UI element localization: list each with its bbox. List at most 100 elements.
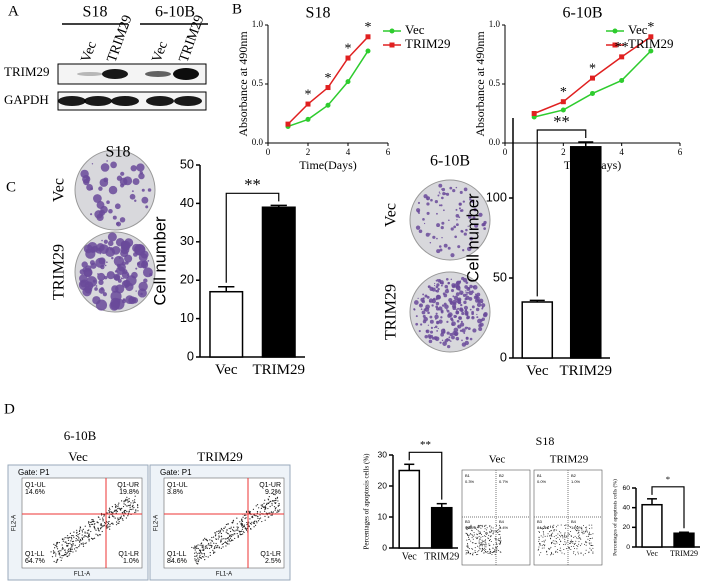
flow-dot [557, 533, 559, 535]
flow-dot [548, 531, 550, 533]
point [619, 77, 625, 83]
flow-dot [102, 519, 104, 521]
flow-dot [496, 525, 498, 527]
chart-title: 6-10B [563, 5, 603, 22]
colony-dot [426, 202, 430, 206]
flow-dot [545, 527, 547, 529]
flow-dot [549, 535, 551, 537]
flow-dot [88, 538, 90, 540]
flow-dot [492, 547, 494, 549]
flow-dot [78, 544, 81, 546]
flow-dot [69, 532, 72, 534]
y-tick-label: 40 [180, 195, 194, 210]
colony-dot [425, 307, 427, 309]
flow-dot [277, 505, 279, 507]
point [531, 111, 537, 116]
colony-dot [483, 220, 487, 225]
flow-dot [248, 525, 250, 527]
flow-dot [270, 514, 272, 516]
quadrant-name: B4 [499, 519, 505, 524]
colony-dot [128, 296, 137, 305]
flow-dot [109, 523, 111, 526]
colony-dot [441, 304, 445, 307]
flow-dot [75, 540, 77, 542]
flow-dot [198, 559, 200, 561]
flow-dot [268, 516, 270, 518]
flow-dot [474, 551, 476, 553]
flow-dot [133, 499, 136, 501]
flow-dot [206, 547, 209, 549]
colony-dot [421, 310, 426, 315]
colony-dot [415, 225, 421, 230]
colony-dot [447, 313, 452, 318]
flow-dot [196, 545, 198, 547]
flow-dot [130, 508, 132, 511]
flow-dot [90, 521, 92, 523]
flow-dot [66, 555, 68, 557]
significance: * [589, 61, 596, 76]
colony-dot [114, 203, 121, 210]
flow-dot [249, 518, 251, 520]
colony-dot [442, 341, 447, 346]
y-axis-label: Cell number [151, 216, 169, 305]
colony-dot [107, 232, 117, 242]
flow-dot [208, 542, 210, 545]
flow-dot [120, 515, 122, 517]
flow-dot [554, 543, 556, 545]
flow-dot [109, 510, 111, 512]
flow-dot [491, 553, 493, 555]
y-tick-label: 50 [180, 156, 194, 171]
colony-title: 6-10B [430, 153, 470, 170]
flow-dot [79, 528, 81, 530]
flow-dot [480, 531, 482, 533]
flow-dot [99, 518, 101, 520]
colony-dot [145, 205, 149, 209]
flow-dot [570, 535, 572, 537]
flow-dot [581, 529, 583, 531]
flow-dot [236, 526, 238, 528]
flow-dot [465, 552, 467, 554]
colony-dot [431, 287, 436, 292]
colony-dot [461, 311, 465, 316]
flow-dot [220, 527, 223, 530]
quadrant-percent: 0.0% [537, 479, 547, 484]
flow-dot [110, 522, 113, 524]
flow-dot [118, 502, 120, 504]
colony-dot [427, 197, 429, 199]
flow-dot [538, 546, 540, 548]
flow-dot [60, 559, 62, 561]
colony-dot [436, 320, 439, 324]
colony-dot [113, 255, 125, 267]
flow-dot [209, 551, 211, 554]
flow-dot [232, 521, 234, 523]
y-tick-label: 0 [187, 348, 194, 363]
flow-dot [229, 540, 231, 542]
colony-dot [446, 331, 450, 335]
colony-dot [469, 198, 472, 201]
colony-dot [429, 242, 432, 244]
colony-dot [444, 289, 450, 294]
flow-dot [499, 544, 501, 546]
flow-dot [559, 544, 561, 546]
flow-dot [474, 527, 476, 529]
flow-dot [467, 549, 469, 551]
flow-dot [256, 520, 258, 522]
colony-dot [457, 289, 460, 291]
colony-dot [458, 281, 460, 283]
colony-dot [418, 329, 421, 333]
flow-dot [69, 548, 72, 551]
colony-dot [478, 212, 483, 217]
flow-dot [237, 528, 239, 530]
flow-dot [471, 542, 473, 544]
colony-dot [455, 309, 458, 311]
flow-dot [114, 510, 116, 512]
flow-dot [241, 525, 243, 527]
flow-dot [560, 532, 562, 534]
flow-dot [584, 552, 586, 554]
colony-dot [439, 193, 441, 195]
flow-dot [538, 554, 540, 556]
flow-ylabel: FL2-A [12, 515, 18, 531]
colony-dot [458, 301, 462, 305]
colony-dot [440, 226, 444, 230]
flow-dot [277, 511, 279, 513]
